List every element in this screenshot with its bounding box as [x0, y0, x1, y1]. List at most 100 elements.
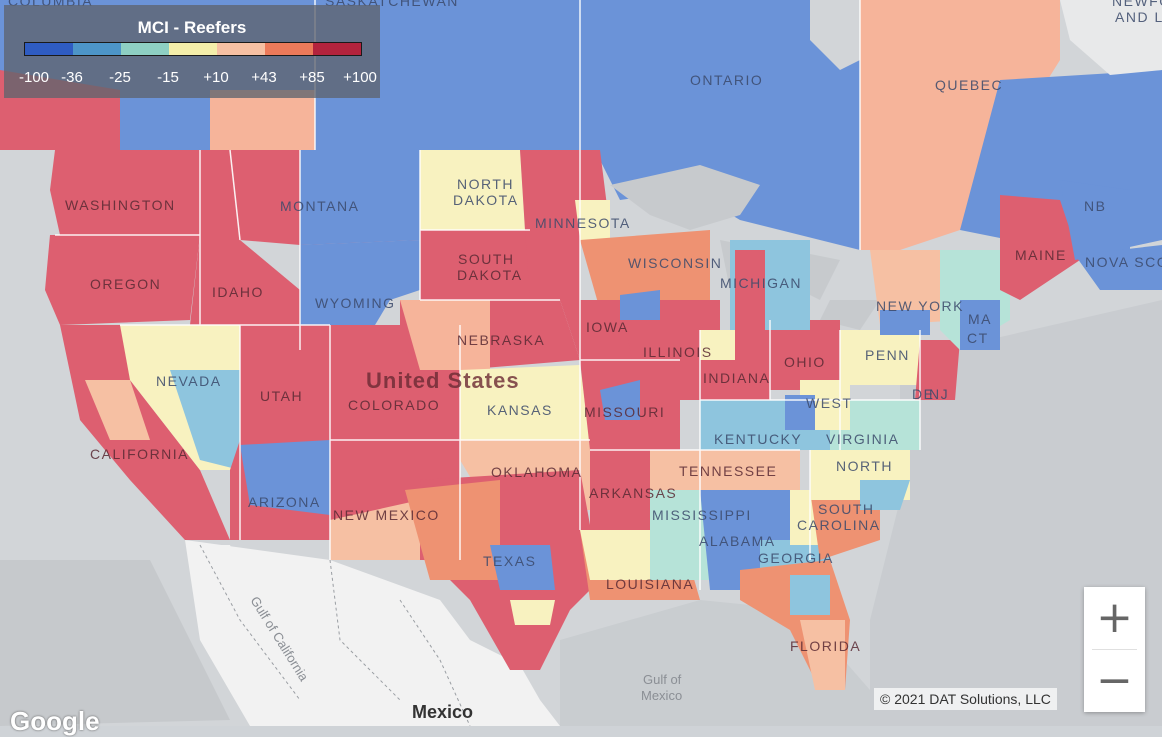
legend-title: MCI - Reefers — [137, 18, 247, 37]
region-michigan-red — [735, 250, 765, 330]
label-south-carolina-1: SOUTH — [818, 501, 875, 517]
legend-swatch-4 — [217, 43, 265, 55]
label-north-carolina: NORTH — [836, 458, 893, 474]
legend-swatch-5 — [265, 43, 313, 55]
region-minnesota-yellow — [575, 200, 610, 240]
label-idaho: IDAHO — [212, 284, 264, 300]
label-utah: UTAH — [260, 388, 303, 404]
google-logo: Google — [10, 706, 100, 736]
region-wv-blue — [785, 395, 815, 430]
label-kansas: KANSAS — [487, 402, 553, 418]
label-tennessee: TENNESSEE — [679, 463, 777, 479]
region-ohio — [770, 320, 840, 390]
region-hudson-bay — [810, 0, 860, 70]
label-california: CALIFORNIA — [90, 446, 189, 462]
region-nm-peach — [330, 500, 420, 560]
legend-tick-label: -100 — [18, 69, 50, 86]
region-virginia — [830, 400, 920, 450]
region-idaho — [190, 150, 300, 325]
label-indiana: INDIANA — [703, 370, 770, 386]
region-saskatchewan-peach — [210, 90, 315, 150]
zoom-in-button[interactable]: + — [1084, 587, 1145, 649]
legend-tick-label: -15 — [157, 69, 179, 86]
label-florida: FLORIDA — [790, 638, 861, 654]
mexico-borders — [199, 544, 471, 726]
region-nebraska-peach — [400, 300, 490, 370]
legend-swatch-6 — [313, 43, 361, 55]
label-washington: WASHINGTON — [65, 197, 176, 213]
region-utah — [240, 325, 330, 440]
region-penn — [840, 330, 920, 385]
label-new-mexico: NEW MEXICO — [333, 507, 440, 523]
label-columbia: COLUMBIA — [8, 0, 93, 9]
region-minnesota — [520, 150, 610, 300]
region-washington — [50, 150, 210, 235]
region-montana-blue — [300, 150, 420, 245]
region-kansas — [460, 365, 590, 440]
label-mississippi: MISSISSIPPI — [652, 507, 752, 523]
region-nevada-blue — [170, 370, 240, 470]
label-illinois: ILLINOIS — [643, 344, 713, 360]
label-virginia: VIRGINIA — [826, 431, 899, 447]
region-missouri-blue — [600, 380, 640, 420]
legend-tick-label: +100 — [343, 69, 377, 86]
region-nova-scotia — [1075, 245, 1162, 290]
region-nj-de — [915, 340, 960, 400]
label-georgia: GEORGIA — [758, 550, 834, 566]
label-nebraska: NEBRASKA — [457, 332, 545, 348]
label-united-states: United States — [366, 368, 520, 393]
label-oregon: OREGON — [90, 276, 161, 292]
label-arizona: ARIZONA — [248, 494, 321, 510]
legend-swatch-1 — [73, 43, 121, 55]
region-ny-blue — [880, 310, 930, 335]
zoom-out-button[interactable]: − — [1084, 650, 1145, 712]
region-texas-salmon — [405, 480, 500, 580]
label-quebec: QUEBEC — [935, 77, 1003, 93]
legend-tick-label: +43 — [251, 69, 277, 86]
label-new-york: NEW YORK — [876, 298, 964, 314]
label-ma: MA — [968, 311, 992, 327]
label-oklahoma: OKLAHOMA — [491, 464, 582, 480]
label-missouri: MISSOURI — [584, 404, 665, 420]
label-penn: PENN — [865, 347, 910, 363]
label-arkansas: ARKANSAS — [589, 485, 677, 501]
label-minnesota: MINNESOTA — [535, 215, 631, 231]
label-nevada: NEVADA — [156, 373, 222, 389]
region-louisiana-yellow — [580, 530, 650, 580]
region-oregon — [45, 235, 200, 325]
label-mexico: Mexico — [412, 702, 474, 722]
label-louisiana: LOUISIANA — [606, 576, 694, 592]
copyright-notice: © 2021 DAT Solutions, LLC — [874, 688, 1057, 710]
label-de: DE — [912, 386, 934, 402]
region-quebec — [860, 0, 1060, 250]
legend-swatch-0 — [25, 43, 73, 55]
region-texas-yellow — [510, 600, 555, 625]
label-colorado: COLORADO — [348, 397, 440, 413]
legend-tick-label: -36 — [61, 69, 83, 86]
label-nova-scotia: NOVA SCO — [1085, 254, 1162, 270]
region-texas-blue — [490, 545, 555, 590]
label-north-dakota-1: NORTH — [457, 176, 514, 192]
baja-california — [190, 545, 300, 700]
legend-color-bar — [24, 42, 362, 56]
legend-panel: MCI - Reefers -100 -36 -25 -15 +10 +43 +85 +100 — [4, 5, 380, 98]
label-kentucky: KENTUCKY — [714, 431, 802, 447]
legend-tick-label: +85 — [299, 69, 325, 86]
zoom-divider — [1092, 649, 1137, 650]
label-south-dakota-1: SOUTH — [458, 251, 515, 267]
label-gulf-mexico-2: Mexico — [641, 688, 682, 703]
region-california-peach — [85, 380, 150, 440]
region-indiana-yellow — [700, 330, 735, 360]
label-nj: NJ — [929, 386, 949, 402]
region-ne-blue — [960, 300, 1000, 350]
region-florida-blue — [790, 575, 830, 615]
label-south-carolina-2: CAROLINA — [797, 517, 881, 533]
legend-swatch-2 — [121, 43, 169, 55]
region-canada-west — [0, 0, 580, 150]
label-north-dakota-2: DAKOTA — [453, 192, 519, 208]
label-nb: NB — [1084, 198, 1106, 214]
region-maine — [1000, 195, 1080, 300]
state-borders — [55, 0, 921, 590]
label-gulf-mexico-1: Gulf of — [643, 672, 682, 687]
